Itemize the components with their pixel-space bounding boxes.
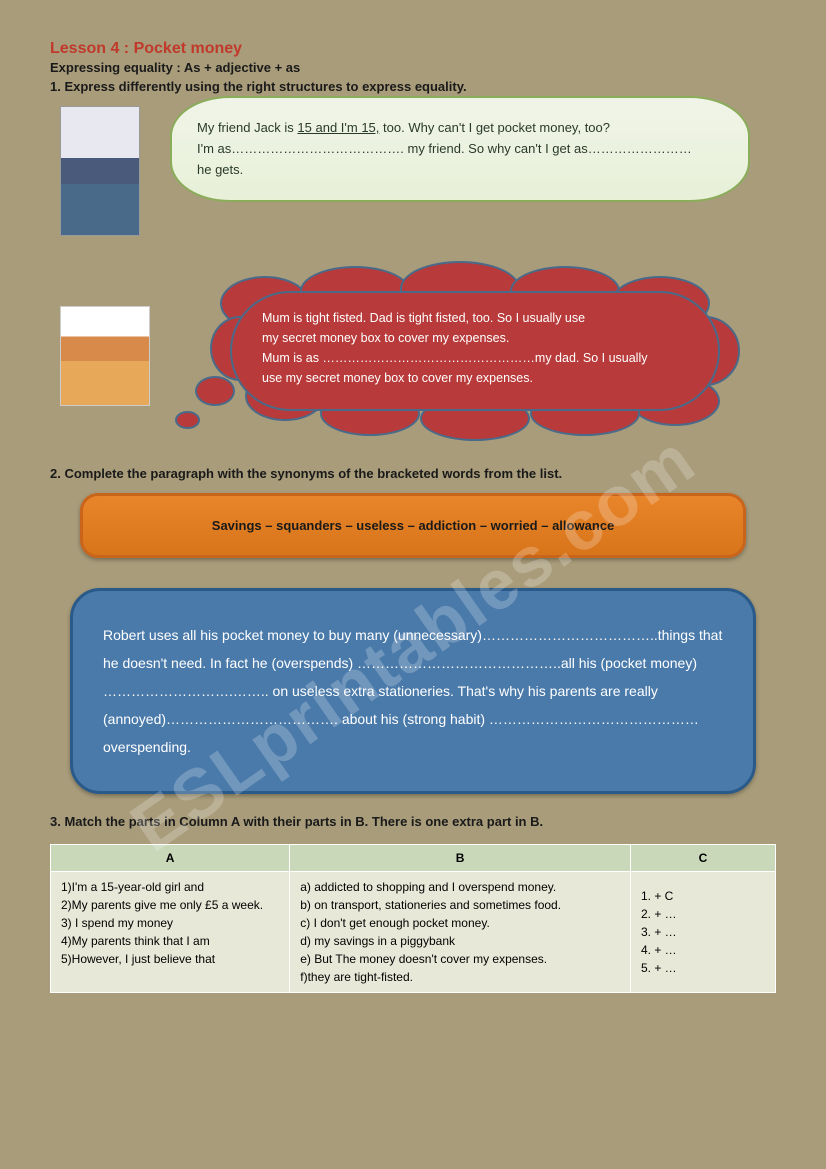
bubble1-underlined: 15 and I'm 15, [297,120,379,135]
cloud-line4: use my secret money box to cover my expe… [262,371,533,385]
col-a-cell: 1)I'm a 15-year-old girl and 2)My parent… [51,872,290,993]
cloud-line3: Mum is as ……………………………………………my dad. So I … [262,351,647,365]
boy-empty-pockets-image [60,106,140,236]
cloud-line2: my secret money box to cover my expenses… [262,331,509,345]
col-b-item: a) addicted to shopping and I overspend … [300,878,620,896]
exercise1-instruction: 1. Express differently using the right s… [50,79,776,94]
table-header-row: A B C [51,845,776,872]
col-b-item: b) on transport, stationeries and someti… [300,896,620,914]
col-c-cell: 1. + C 2. + … 3. + … 4. + … 5. + … [631,872,776,993]
bubble1-text-b: too. Why can't I get pocket money, too? [379,120,610,135]
col-b-item: c) I don't get enough pocket money. [300,914,620,932]
col-b-item: f)they are tight-fisted. [300,968,620,986]
bubble1-line2: I'm as…………………………………. my friend. So why c… [197,141,692,156]
bubble1-line3: he gets. [197,162,243,177]
col-a-item: 2)My parents give me only £5 a week. [61,896,279,914]
col-b-item: e) But The money doesn't cover my expens… [300,950,620,968]
lesson-title: Lesson 4 : Pocket money [50,40,776,58]
col-a-header: A [51,845,290,872]
exercise3-instruction: 3. Match the parts in Column A with thei… [50,814,776,829]
cloud-line1: Mum is tight fisted. Dad is tight fisted… [262,311,585,325]
col-c-item: 4. + … [641,941,765,959]
word-list-box: Savings – squanders – useless – addictio… [80,493,746,558]
exercise1-section2: Mum is tight fisted. Dad is tight fisted… [50,276,776,466]
col-a-item: 1)I'm a 15-year-old girl and [61,878,279,896]
col-b-item: d) my savings in a piggybank [300,932,620,950]
boy-piggybank-image [60,306,150,406]
col-b-header: B [290,845,631,872]
col-c-item: 3. + … [641,923,765,941]
col-b-cell: a) addicted to shopping and I overspend … [290,872,631,993]
paragraph-box: Robert uses all his pocket money to buy … [70,588,756,794]
paragraph-text: Robert uses all his pocket money to buy … [103,627,722,755]
bubble1-text-a: My friend Jack is [197,120,297,135]
speech-bubble-1: My friend Jack is 15 and I'm 15, too. Wh… [170,96,750,202]
col-c-item: 2. + … [641,905,765,923]
table-row: 1)I'm a 15-year-old girl and 2)My parent… [51,872,776,993]
exercise1-section1: My friend Jack is 15 and I'm 15, too. Wh… [50,106,776,276]
exercise2-instruction: 2. Complete the paragraph with the synon… [50,466,776,481]
col-c-item: 1. + C [641,887,765,905]
word-list: Savings – squanders – useless – addictio… [212,518,614,533]
cloud-text: Mum is tight fisted. Dad is tight fisted… [230,291,720,411]
thought-cloud: Mum is tight fisted. Dad is tight fisted… [190,266,750,436]
matching-table: A B C 1)I'm a 15-year-old girl and 2)My … [50,844,776,993]
cloud-tail-1 [195,376,235,406]
lesson-subtitle: Expressing equality : As + adjective + a… [50,60,776,75]
col-a-item: 4)My parents think that I am [61,932,279,950]
col-a-item: 5)However, I just believe that [61,950,279,968]
col-c-header: C [631,845,776,872]
cloud-tail-2 [175,411,200,429]
col-c-item: 5. + … [641,959,765,977]
col-a-item: 3) I spend my money [61,914,279,932]
